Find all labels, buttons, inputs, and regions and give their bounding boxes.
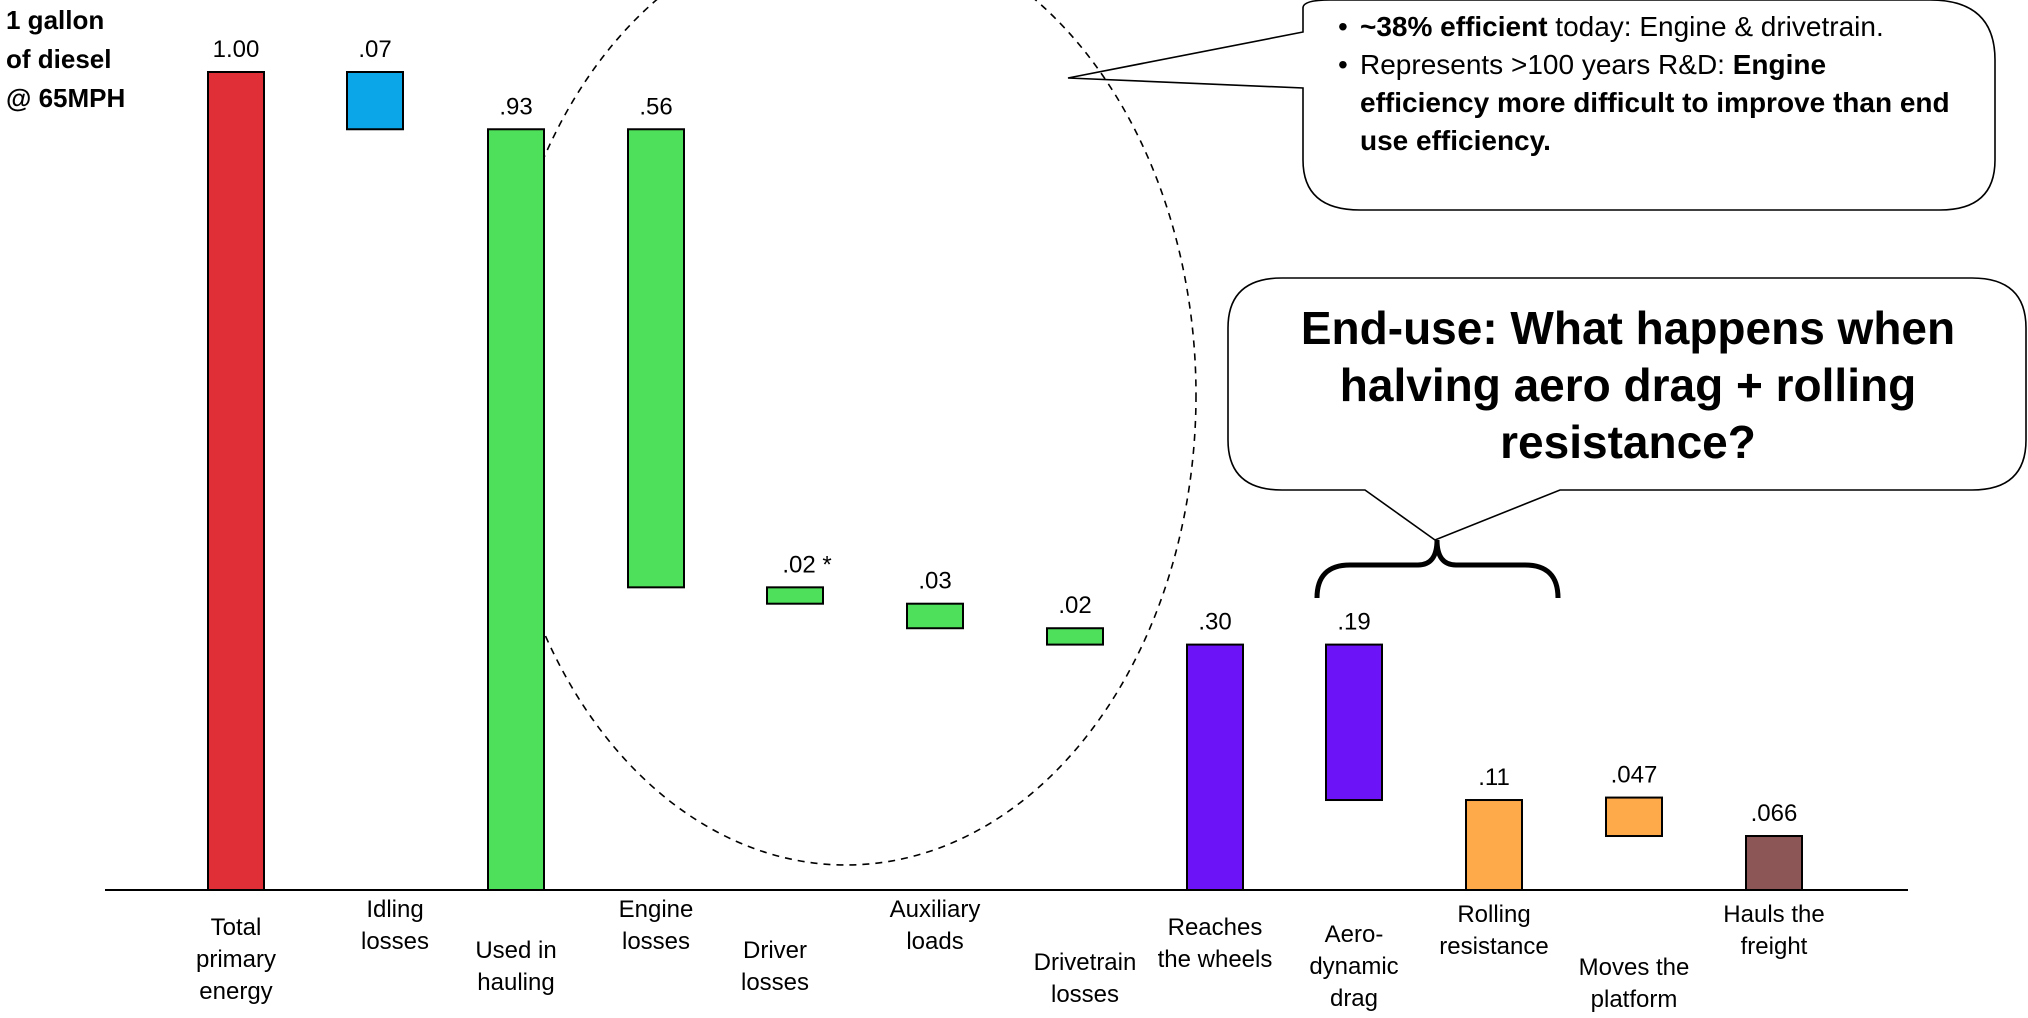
value-label-4: .02 * [782,551,831,578]
value-label-11: .066 [1751,800,1798,827]
category-label-2-line-1: hauling [477,969,554,996]
category-label-6-line-0: Drivetrain [1034,949,1137,976]
category-label-3-line-0: Engine [619,896,694,923]
category-label-1-line-0: Idling [366,896,423,923]
category-label-3-line-1: losses [622,928,690,955]
bar-8 [1325,643,1383,802]
bar-0 [207,71,265,891]
engine-callout-run-1-1: Engine efficiency more difficult to impr… [1360,49,1950,156]
value-label-2: .93 [499,93,532,120]
value-label-1: .07 [358,36,391,63]
engine-callout-run-0-0: ~38% efficient [1360,11,1548,42]
category-label-11-line-0: Hauls the [1723,901,1824,928]
value-label-7: .30 [1198,609,1231,636]
bar-4 [766,586,824,605]
end-use-callout-bubble [1227,277,2027,541]
bar-10 [1605,796,1663,838]
category-label-5-line-1: loads [906,928,963,955]
bar-5 [906,602,964,630]
category-label-8-line-0: Aero- [1325,921,1384,948]
bar-2 [487,128,545,891]
value-label-8: .19 [1337,609,1370,636]
value-label-3: .56 [639,93,672,120]
category-label-8-line-1: dynamic [1309,953,1398,980]
bars [207,71,1803,892]
category-label-0-line-1: primary [196,946,276,973]
unit-header-line-0: 1 gallon [6,5,104,35]
aero-rolling-brace [1314,539,1561,599]
category-labels: Total primary energy Idling losses Used in hau… [196,896,1825,1013]
engine-efficiency-ellipse [495,0,1197,866]
value-label-10: .047 [1611,762,1658,789]
category-label-1-line-1: losses [361,928,429,955]
unit-header: 1 gallon of diesel @ 65MPH [6,5,125,113]
engine-callout-text: ~38% efficient today: Engine & drivetrai… [1318,8,1958,160]
engine-callout-run-0-1: today: Engine & drivetrain. [1547,11,1884,42]
bar-9 [1465,799,1523,892]
value-label-5: .03 [918,568,951,595]
engine-callout-bullet-0: ~38% efficient today: Engine & drivetrai… [1338,8,1958,46]
category-label-0-line-0: Total [211,914,262,941]
value-labels: 1.00 .07 .93 .56 .02 * .03 .02 .30 .19 .11 .047 .06… [213,36,1798,827]
category-label-6-line-1: losses [1051,981,1119,1008]
bar-6 [1046,627,1104,646]
category-label-9-line-1: resistance [1439,933,1548,960]
bar-11 [1745,835,1803,892]
category-label-9-line-0: Rolling [1457,901,1530,928]
category-label-0-line-2: energy [199,978,272,1005]
bar-3 [627,128,685,589]
category-label-10-line-1: platform [1591,986,1678,1013]
category-label-7-line-0: Reaches [1168,914,1263,941]
value-label-9: .11 [1478,764,1510,791]
category-label-4-line-0: Driver [743,937,807,964]
category-label-5-line-0: Auxiliary [890,896,981,923]
category-label-11-line-1: freight [1741,933,1808,960]
engine-callout-run-1-0: Represents >100 years R&D: [1360,49,1733,80]
value-label-0: 1.00 [213,36,260,63]
category-label-7-line-1: the wheels [1158,946,1273,973]
value-label-6: .02 [1058,592,1091,619]
engine-callout-list: ~38% efficient today: Engine & drivetrai… [1318,8,1958,160]
category-label-8-line-2: drag [1330,985,1378,1012]
category-label-4-line-1: losses [741,969,809,996]
bar-1 [346,71,404,131]
category-label-2-line-0: Used in [475,937,556,964]
bar-7 [1186,643,1244,891]
unit-header-line-2: @ 65MPH [6,83,125,113]
engine-callout-bullet-1: Represents >100 years R&D: Engine effici… [1338,46,1958,160]
unit-header-line-1: of diesel [6,44,111,74]
end-use-callout-text: End-use: What happens when halving aero … [1300,302,1956,468]
category-label-10-line-0: Moves the [1579,954,1690,981]
